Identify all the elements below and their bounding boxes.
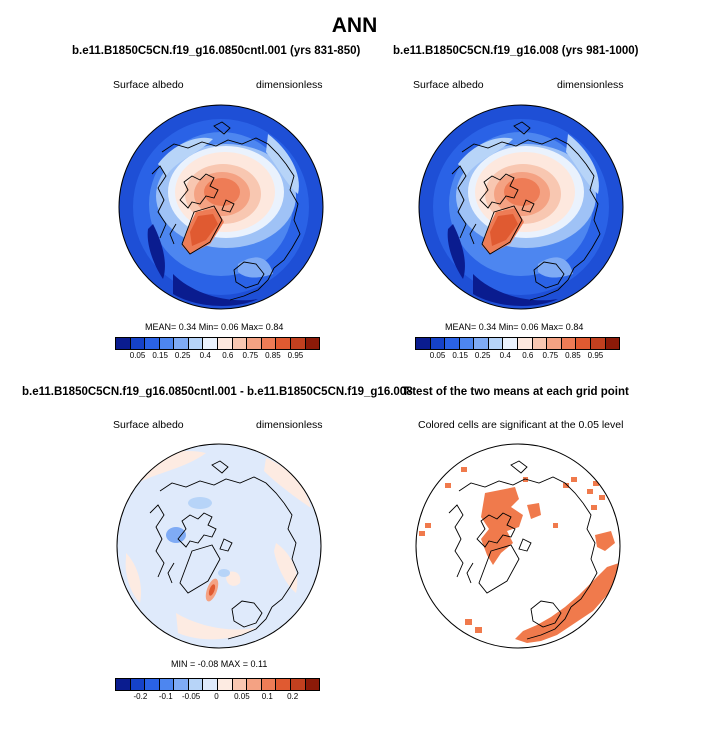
colorbar-tick-label: 0.05 (130, 351, 146, 360)
panel3-colorbar-labels: -0.2 -0.1 -0.05 0 0.05 0.1 0.2 (115, 692, 318, 704)
colorbar-tick-label: 0.6 (222, 351, 233, 360)
figure-title: ANN (0, 14, 709, 38)
panel2-variable-label: Surface albedo (413, 79, 484, 91)
colorbar-swatch (116, 338, 131, 349)
colorbar-swatch (174, 338, 189, 349)
panel2-colorbar-labels: 0.05 0.15 0.25 0.4 0.6 0.75 0.85 0.95 (415, 351, 618, 363)
colorbar-swatch (203, 679, 218, 690)
colorbar-swatch (576, 338, 591, 349)
colorbar-tick-label: 0.6 (522, 351, 533, 360)
colorbar-swatch (247, 338, 262, 349)
panel4-subtitle: Colored cells are significant at the 0.0… (418, 419, 623, 431)
colorbar-swatch (445, 338, 460, 349)
panel1-title: b.e11.B1850C5CN.f19_g16.0850cntl.001 (yr… (72, 45, 360, 57)
panel1-map (118, 104, 324, 310)
colorbar-swatch (306, 679, 320, 690)
colorbar-tick-label: 0.85 (565, 351, 581, 360)
colorbar-tick-label: 0.95 (288, 351, 304, 360)
colorbar-swatch (174, 679, 189, 690)
colorbar-swatch (460, 338, 475, 349)
colorbar-swatch (474, 338, 489, 349)
colorbar-swatch (562, 338, 577, 349)
panel2-map (418, 104, 624, 310)
colorbar-swatch (489, 338, 504, 349)
colorbar-tick-label: -0.2 (133, 692, 147, 701)
colorbar-swatch (291, 338, 306, 349)
colorbar-swatch (247, 679, 262, 690)
panel1-colorbar-labels: 0.05 0.15 0.25 0.4 0.6 0.75 0.85 0.95 (115, 351, 318, 363)
colorbar-swatch (547, 338, 562, 349)
panel1-units-label: dimensionless (256, 79, 323, 91)
colorbar-swatch (533, 338, 548, 349)
colorbar-tick-label: -0.1 (159, 692, 173, 701)
colorbar-tick-label: 0.05 (430, 351, 446, 360)
panel4-title: T-test of the two means at each grid poi… (402, 386, 629, 398)
colorbar-swatch (233, 338, 248, 349)
colorbar-swatch (591, 338, 606, 349)
colorbar-swatch (606, 338, 620, 349)
colorbar-swatch (306, 338, 320, 349)
colorbar-tick-label: 0.15 (152, 351, 168, 360)
colorbar-swatch (160, 338, 175, 349)
colorbar-tick-label: 0.2 (287, 692, 298, 701)
colorbar-swatch (116, 679, 131, 690)
colorbar-tick-label: 0 (214, 692, 218, 701)
panel2-units-label: dimensionless (557, 79, 624, 91)
colorbar-swatch (262, 679, 277, 690)
colorbar-tick-label: 0.1 (262, 692, 273, 701)
panel2-title: b.e11.B1850C5CN.f19_g16.008 (yrs 981-100… (393, 45, 639, 57)
panel3-variable-label: Surface albedo (113, 419, 184, 431)
colorbar-tick-label: 0.25 (475, 351, 491, 360)
colorbar-swatch (218, 679, 233, 690)
colorbar-tick-label: 0.25 (175, 351, 191, 360)
colorbar-swatch (291, 679, 306, 690)
colorbar-swatch (189, 338, 204, 349)
colorbar-swatch (503, 338, 518, 349)
colorbar-swatch (431, 338, 446, 349)
colorbar-tick-label: 0.4 (500, 351, 511, 360)
colorbar-swatch (233, 679, 248, 690)
panel3-stats: MIN = -0.08 MAX = 0.11 (171, 659, 267, 669)
panel1-colorbar (115, 337, 320, 350)
panel3-map (116, 443, 322, 649)
panel1-variable-label: Surface albedo (113, 79, 184, 91)
colorbar-tick-label: 0.95 (588, 351, 604, 360)
colorbar-tick-label: 0.15 (452, 351, 468, 360)
colorbar-swatch (416, 338, 431, 349)
panel2-stats: MEAN= 0.34 Min= 0.06 Max= 0.84 (445, 322, 583, 332)
panel4-map (415, 443, 621, 649)
colorbar-swatch (145, 338, 160, 349)
colorbar-swatch (276, 338, 291, 349)
colorbar-tick-label: 0.4 (200, 351, 211, 360)
colorbar-swatch (189, 679, 204, 690)
colorbar-swatch (518, 338, 533, 349)
colorbar-swatch (131, 338, 146, 349)
colorbar-tick-label: 0.75 (243, 351, 259, 360)
panel3-units-label: dimensionless (256, 419, 323, 431)
colorbar-swatch (276, 679, 291, 690)
colorbar-tick-label: 0.05 (234, 692, 250, 701)
panel3-title: b.e11.B1850C5CN.f19_g16.0850cntl.001 - b… (22, 386, 413, 398)
panel2-colorbar (415, 337, 620, 350)
colorbar-tick-label: 0.85 (265, 351, 281, 360)
colorbar-swatch (203, 338, 218, 349)
colorbar-swatch (262, 338, 277, 349)
colorbar-swatch (160, 679, 175, 690)
panel3-colorbar (115, 678, 320, 691)
colorbar-tick-label: 0.75 (543, 351, 559, 360)
colorbar-swatch (218, 338, 233, 349)
colorbar-swatch (131, 679, 146, 690)
colorbar-tick-label: -0.05 (182, 692, 200, 701)
panel1-stats: MEAN= 0.34 Min= 0.06 Max= 0.84 (145, 322, 283, 332)
colorbar-swatch (145, 679, 160, 690)
